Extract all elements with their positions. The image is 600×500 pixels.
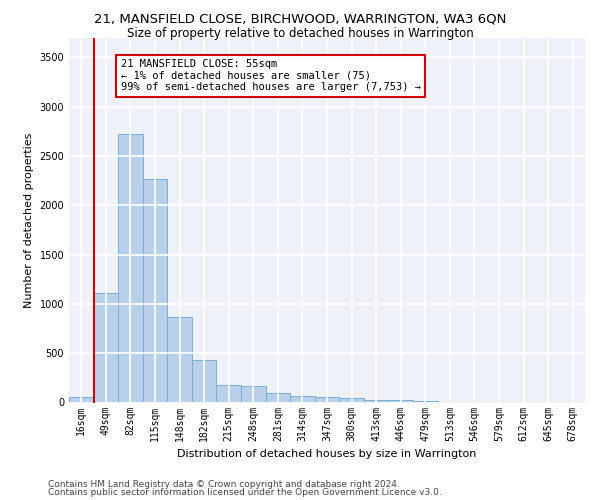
- Bar: [388, 400, 413, 402]
- Bar: [315, 397, 339, 402]
- Bar: [266, 393, 290, 402]
- Bar: [290, 396, 315, 402]
- Bar: [143, 178, 167, 402]
- Bar: [167, 316, 192, 402]
- Bar: [339, 398, 364, 402]
- X-axis label: Distribution of detached houses by size in Warrington: Distribution of detached houses by size …: [178, 449, 476, 459]
- Bar: [118, 134, 143, 402]
- Bar: [413, 400, 437, 402]
- Bar: [94, 292, 118, 403]
- Text: Contains public sector information licensed under the Open Government Licence v3: Contains public sector information licen…: [48, 488, 442, 497]
- Text: Size of property relative to detached houses in Warrington: Size of property relative to detached ho…: [127, 28, 473, 40]
- Text: 21 MANSFIELD CLOSE: 55sqm
← 1% of detached houses are smaller (75)
99% of semi-d: 21 MANSFIELD CLOSE: 55sqm ← 1% of detach…: [121, 59, 421, 92]
- Bar: [69, 397, 94, 402]
- Text: Contains HM Land Registry data © Crown copyright and database right 2024.: Contains HM Land Registry data © Crown c…: [48, 480, 400, 489]
- Bar: [217, 385, 241, 402]
- Bar: [241, 386, 266, 402]
- Text: 21, MANSFIELD CLOSE, BIRCHWOOD, WARRINGTON, WA3 6QN: 21, MANSFIELD CLOSE, BIRCHWOOD, WARRINGT…: [94, 12, 506, 26]
- Bar: [364, 400, 388, 402]
- Bar: [192, 360, 217, 403]
- Y-axis label: Number of detached properties: Number of detached properties: [24, 132, 34, 308]
